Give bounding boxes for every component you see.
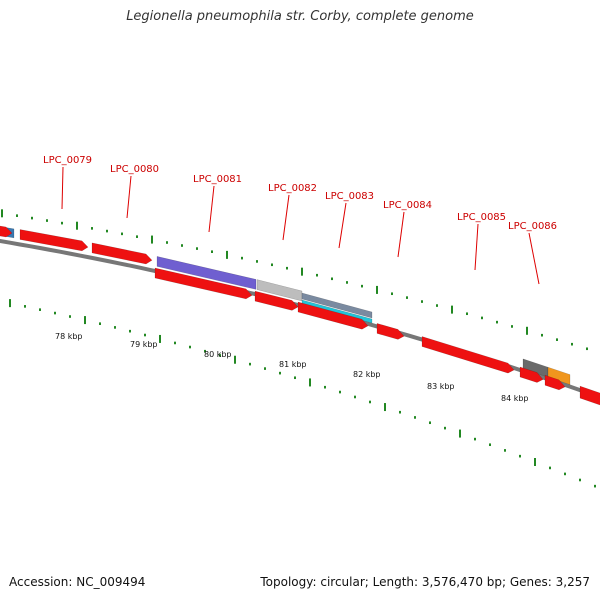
top-tick-track bbox=[1, 209, 588, 351]
gene-label-leader bbox=[474, 223, 479, 271]
gene-label: LPC_0081 bbox=[193, 174, 242, 185]
cds-arrow bbox=[154, 267, 253, 300]
kbp-label: 84 kbp bbox=[501, 394, 529, 403]
gene-label: LPC_0080 bbox=[110, 164, 159, 175]
gene-label: LPC_0085 bbox=[457, 212, 506, 223]
cds-arrow bbox=[376, 323, 405, 340]
cds-arrow bbox=[421, 336, 515, 374]
cds-arrow bbox=[519, 366, 544, 383]
accession-text: Accession: NC_009494 bbox=[9, 575, 146, 589]
gene-label: LPC_0082 bbox=[268, 183, 317, 194]
gene-label-leader bbox=[397, 211, 405, 258]
kbp-label: 81 kbp bbox=[279, 360, 307, 369]
cds-arrow bbox=[254, 290, 299, 311]
kbp-label: 79 kbp bbox=[130, 340, 158, 349]
gene-feature-bar bbox=[547, 366, 571, 385]
gene-label-leader bbox=[126, 175, 132, 219]
gene-label-leader bbox=[338, 202, 347, 249]
kbp-label: 82 kbp bbox=[353, 370, 381, 379]
gene-label-layer: LPC_0079 LPC_0080 LPC_0081 LPC_0082 LPC_0083… bbox=[43, 155, 557, 285]
gene-label: LPC_0086 bbox=[508, 221, 557, 232]
cds-layer bbox=[0, 225, 600, 406]
cds-arrow bbox=[19, 229, 89, 252]
gene-label-leader bbox=[208, 185, 215, 233]
map-title: Legionella pneumophila str. Corby, compl… bbox=[126, 9, 474, 24]
gene-feature-bar bbox=[301, 292, 373, 319]
kbp-label-layer: 78 kbp 79 kbp 80 kbp 81 kbp 82 kbp 83 kbp 84 k… bbox=[55, 332, 529, 403]
gene-label: LPC_0084 bbox=[383, 200, 432, 211]
bottom-tick-track bbox=[9, 299, 596, 488]
gene-label-leader bbox=[282, 194, 290, 241]
kbp-label: 78 kbp bbox=[55, 332, 83, 341]
cds-arrow bbox=[91, 242, 153, 265]
genome-backbone-layer bbox=[0, 238, 600, 400]
gene-feature-bar bbox=[156, 256, 257, 290]
gene-label: LPC_0079 bbox=[43, 155, 92, 166]
gene-label-leader bbox=[61, 166, 64, 210]
topology-summary: Topology: circular; Length: 3,576,470 bp… bbox=[260, 575, 590, 589]
cds-arrow bbox=[544, 374, 566, 391]
genome-backbone bbox=[0, 238, 600, 400]
gene-label-leader bbox=[528, 232, 540, 285]
cds-arrow bbox=[0, 225, 13, 238]
kbp-label: 83 kbp bbox=[427, 382, 455, 391]
cds-arrow bbox=[297, 301, 369, 330]
kbp-label: 80 kbp bbox=[204, 350, 232, 359]
cds-arrow bbox=[579, 385, 600, 406]
gene-label: LPC_0083 bbox=[325, 191, 374, 202]
